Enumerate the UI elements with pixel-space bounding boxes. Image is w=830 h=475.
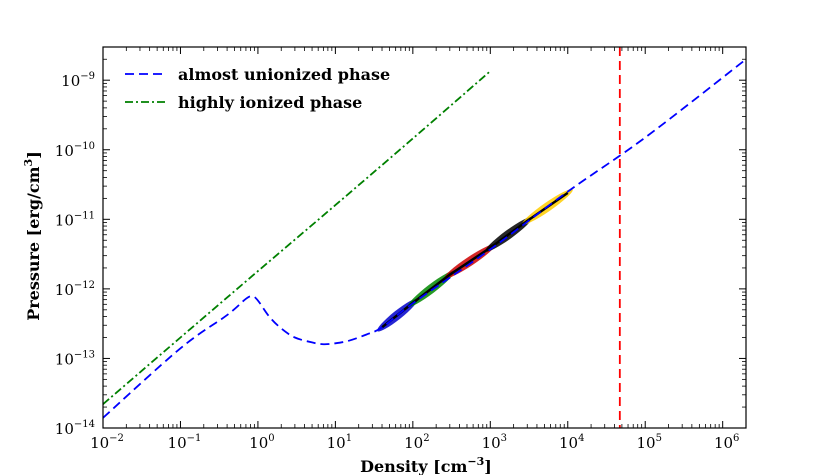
- x-tick-label: 102: [404, 433, 429, 452]
- legend-label-ionized: highly ionized phase: [178, 93, 362, 112]
- x-tick-label: 104: [559, 433, 584, 452]
- x-tick-label: 106: [714, 433, 739, 452]
- plot-area: [103, 47, 746, 428]
- x-tick-label: 101: [327, 433, 352, 452]
- x-tick-label: 10−2: [90, 433, 124, 452]
- x-tick-label: 105: [636, 433, 661, 452]
- legend-label-unionized: almost unionized phase: [178, 65, 390, 84]
- y-tick-label: 10−12: [55, 280, 95, 299]
- y-tick-label: 10−9: [61, 71, 95, 90]
- y-tick-label: 10−13: [55, 349, 95, 368]
- x-axis-label: Density [cm−3]: [360, 455, 492, 475]
- y-tick-label: 10−10: [55, 141, 95, 160]
- y-tick-label: 10−14: [55, 419, 95, 438]
- x-tick-label: 100: [249, 433, 274, 452]
- y-axis-label: Pressure [erg/cm3]: [22, 151, 43, 321]
- plot-background: [103, 47, 746, 428]
- plot-frame: [102, 46, 747, 429]
- series-line-ionized: [103, 70, 491, 405]
- series-line-unionized: [103, 58, 746, 419]
- x-tick-label: 10−1: [168, 433, 202, 452]
- legend: almost unionized phase highly ionized ph…: [125, 65, 390, 112]
- y-tick-label: 10−11: [55, 210, 95, 229]
- x-tick-label: 103: [482, 433, 507, 452]
